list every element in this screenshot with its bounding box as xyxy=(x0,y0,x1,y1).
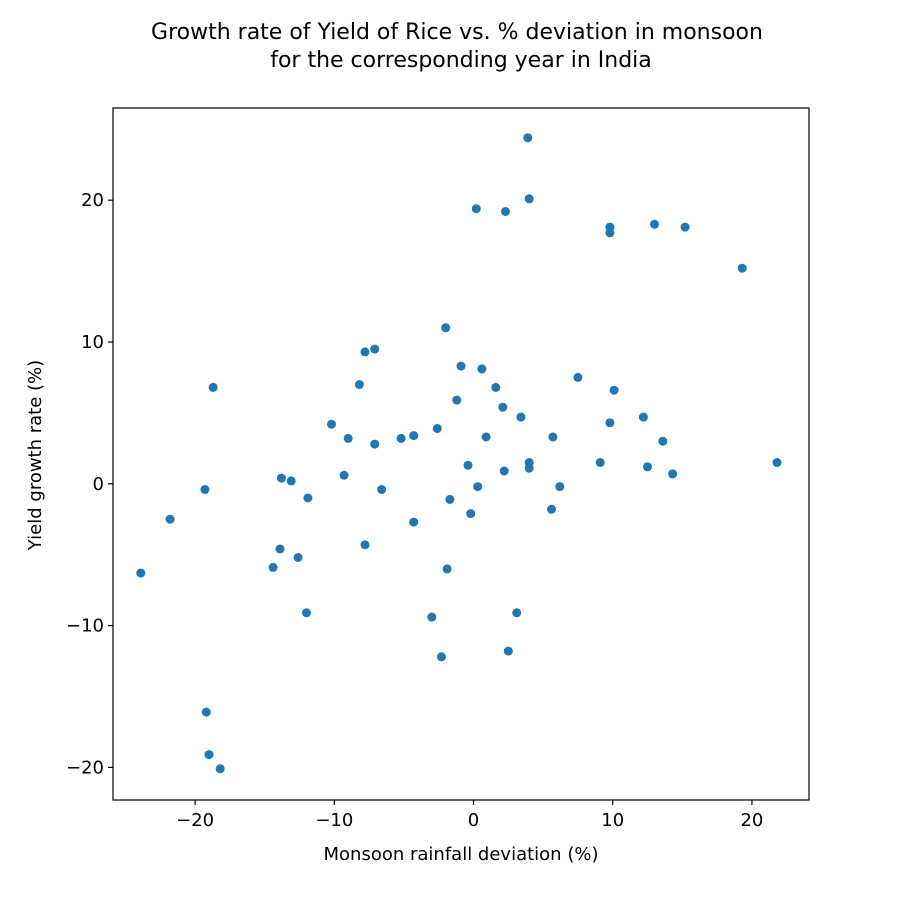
data-point-55 xyxy=(275,544,285,554)
data-point-30 xyxy=(481,432,491,442)
data-point-60 xyxy=(302,608,311,618)
data-point-40 xyxy=(772,458,782,467)
data-point-49 xyxy=(555,482,565,492)
x-tick-label: 10 xyxy=(601,810,624,831)
data-point-22 xyxy=(638,412,648,422)
data-point-66 xyxy=(204,750,214,760)
y-axis-ticks: −20 −10 0 10 20 xyxy=(66,190,113,778)
x-tick-label: −20 xyxy=(176,810,214,831)
data-point-44 xyxy=(200,485,210,494)
data-point-15 xyxy=(354,380,364,389)
data-point-18 xyxy=(609,385,619,395)
data-point-29 xyxy=(370,439,380,449)
y-tick-label: −20 xyxy=(66,757,104,778)
data-point-50 xyxy=(547,504,556,514)
data-point-1 xyxy=(471,204,481,214)
data-point-59 xyxy=(442,564,452,574)
data-point-64 xyxy=(503,646,513,656)
data-point-51 xyxy=(165,514,175,524)
data-point-63 xyxy=(437,652,446,662)
data-point-25 xyxy=(432,424,442,433)
data-point-10 xyxy=(370,344,380,354)
y-tick-label: 10 xyxy=(81,332,104,353)
data-point-39 xyxy=(668,469,678,479)
chart-title-line1: Growth rate of Yield of Rice vs. % devia… xyxy=(151,20,763,45)
data-point-11 xyxy=(360,347,370,357)
y-tick-label: 20 xyxy=(81,190,104,211)
data-point-0 xyxy=(523,133,533,143)
data-point-23 xyxy=(605,418,615,428)
data-point-41 xyxy=(276,473,286,483)
data-point-54 xyxy=(136,568,146,578)
data-point-48 xyxy=(473,482,483,492)
data-point-2 xyxy=(501,207,510,216)
data-point-3 xyxy=(524,194,534,204)
data-point-28 xyxy=(409,431,419,441)
x-tick-label: 20 xyxy=(740,810,763,831)
data-point-33 xyxy=(463,460,473,470)
data-point-20 xyxy=(498,402,508,412)
chart-title-line2: for the corresponding year in India xyxy=(270,48,652,73)
data-point-36 xyxy=(524,463,534,473)
data-point-65 xyxy=(201,707,211,717)
y-axis-label: Yield growth rate (%) xyxy=(25,360,46,551)
data-point-42 xyxy=(286,476,296,486)
x-axis-label: Monsoon rainfall deviation (%) xyxy=(324,844,599,865)
data-point-21 xyxy=(516,412,526,422)
scatter-points xyxy=(136,133,782,774)
data-point-27 xyxy=(396,433,406,443)
data-point-62 xyxy=(512,608,522,618)
y-tick-label: 0 xyxy=(93,474,104,495)
data-point-19 xyxy=(452,395,462,405)
data-point-26 xyxy=(343,433,353,443)
data-point-58 xyxy=(268,562,278,572)
data-point-37 xyxy=(595,458,605,467)
data-point-6 xyxy=(650,219,659,229)
x-tick-label: 0 xyxy=(468,810,479,831)
data-point-43 xyxy=(339,470,349,480)
data-point-67 xyxy=(215,764,225,774)
data-point-38 xyxy=(643,462,652,472)
data-point-56 xyxy=(360,540,370,550)
data-point-45 xyxy=(303,493,313,503)
data-point-24 xyxy=(327,419,336,429)
y-tick-label: −10 xyxy=(66,616,104,637)
data-point-61 xyxy=(427,612,437,622)
data-point-34 xyxy=(499,466,509,476)
data-point-17 xyxy=(573,372,583,382)
data-point-57 xyxy=(293,553,303,562)
x-axis-ticks: −20 −10 0 10 20 xyxy=(176,800,763,831)
data-point-53 xyxy=(466,509,476,519)
data-point-12 xyxy=(456,361,466,371)
data-point-5 xyxy=(605,228,615,238)
data-point-16 xyxy=(491,382,501,392)
data-point-13 xyxy=(477,364,487,374)
data-point-46 xyxy=(377,485,387,494)
data-point-9 xyxy=(441,323,451,333)
plot-frame xyxy=(112,107,810,801)
data-point-47 xyxy=(445,494,455,504)
data-point-7 xyxy=(680,222,690,232)
data-point-31 xyxy=(548,432,558,442)
data-point-52 xyxy=(409,517,419,527)
data-point-32 xyxy=(658,436,668,446)
data-point-8 xyxy=(737,263,747,273)
data-point-14 xyxy=(208,382,218,392)
x-tick-label: −10 xyxy=(315,810,353,831)
